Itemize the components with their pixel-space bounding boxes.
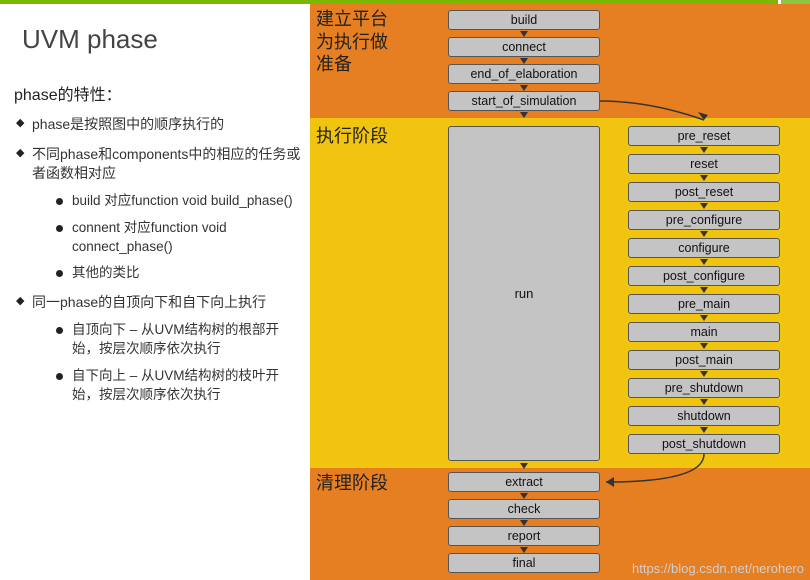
arrow-down-icon (700, 399, 708, 405)
bullet-text: 同一phase的自顶向下和自下向上执行 (32, 294, 266, 310)
phase-box-connect: connect (448, 37, 600, 57)
arrow-down-icon (700, 315, 708, 321)
sub-bullet-item: 自顶向下 – 从UVM结构树的根部开始，按层次顺序依次执行 (56, 321, 302, 359)
phase-box-shutdown: shutdown (628, 406, 780, 426)
left-column: UVM phase phase的特性： phase是按照图中的顺序执行的 不同p… (14, 24, 302, 415)
sub-bullet-item: build 对应function void build_phase() (56, 192, 302, 211)
phase-box-final: final (448, 553, 600, 573)
phase-diagram: 建立平台 为执行做 准备 执行阶段 清理阶段 build connect end… (310, 4, 810, 580)
phase-box-build: build (448, 10, 600, 30)
phase-box-start-of-simulation: start_of_simulation (448, 91, 600, 111)
watermark: https://blog.csdn.net/nerohero (632, 561, 804, 576)
phase-box-configure: configure (628, 238, 780, 258)
page-title: UVM phase (22, 24, 302, 55)
arrow-down-icon (520, 112, 528, 118)
phase-box-post-reset: post_reset (628, 182, 780, 202)
arrow-down-icon (520, 463, 528, 469)
arrow-down-icon (700, 259, 708, 265)
bullet-item: 不同phase和components中的相应的任务或者函数相对应 build 对… (16, 145, 302, 284)
phase-box-pre-configure: pre_configure (628, 210, 780, 230)
phase-box-post-configure: post_configure (628, 266, 780, 286)
subheading: phase的特性： (14, 81, 302, 105)
section-label-clean: 清理阶段 (316, 472, 388, 495)
phase-box-check: check (448, 499, 600, 519)
phase-box-post-shutdown: post_shutdown (628, 434, 780, 454)
phase-box-run: run (448, 126, 600, 461)
arrow-down-icon (700, 147, 708, 153)
phase-box-reset: reset (628, 154, 780, 174)
sub-bullet-item: 自下向上 – 从UVM结构树的枝叶开始，按层次顺序依次执行 (56, 367, 302, 405)
phase-box-pre-main: pre_main (628, 294, 780, 314)
section-label-setup: 建立平台 为执行做 准备 (316, 8, 388, 76)
arrow-down-icon (700, 371, 708, 377)
phase-box-pre-reset: pre_reset (628, 126, 780, 146)
phase-box-pre-shutdown: pre_shutdown (628, 378, 780, 398)
phase-box-report: report (448, 526, 600, 546)
arrow-down-icon (700, 231, 708, 237)
phase-box-end-of-elaboration: end_of_elaboration (448, 64, 600, 84)
bullet-list: phase是按照图中的顺序执行的 不同phase和components中的相应的… (14, 115, 302, 405)
phase-box-extract: extract (448, 472, 600, 492)
arrow-down-icon (700, 175, 708, 181)
sub-bullet-item: 其他的类比 (56, 264, 302, 283)
sub-bullet-list: build 对应function void build_phase() conn… (32, 192, 302, 284)
bullet-item: 同一phase的自顶向下和自下向上执行 自顶向下 – 从UVM结构树的根部开始，… (16, 293, 302, 404)
arrow-down-icon (700, 203, 708, 209)
phase-box-main: main (628, 322, 780, 342)
section-label-run: 执行阶段 (316, 125, 388, 148)
bullet-text: 不同phase和components中的相应的任务或者函数相对应 (32, 146, 300, 182)
sub-bullet-item: connent 对应function void connect_phase() (56, 219, 302, 257)
bullet-item: phase是按照图中的顺序执行的 (16, 115, 302, 135)
arrow-down-icon (700, 343, 708, 349)
arrow-down-icon (700, 427, 708, 433)
phase-box-post-main: post_main (628, 350, 780, 370)
sub-bullet-list: 自顶向下 – 从UVM结构树的根部开始，按层次顺序依次执行 自下向上 – 从UV… (32, 321, 302, 405)
arrow-down-icon (700, 287, 708, 293)
